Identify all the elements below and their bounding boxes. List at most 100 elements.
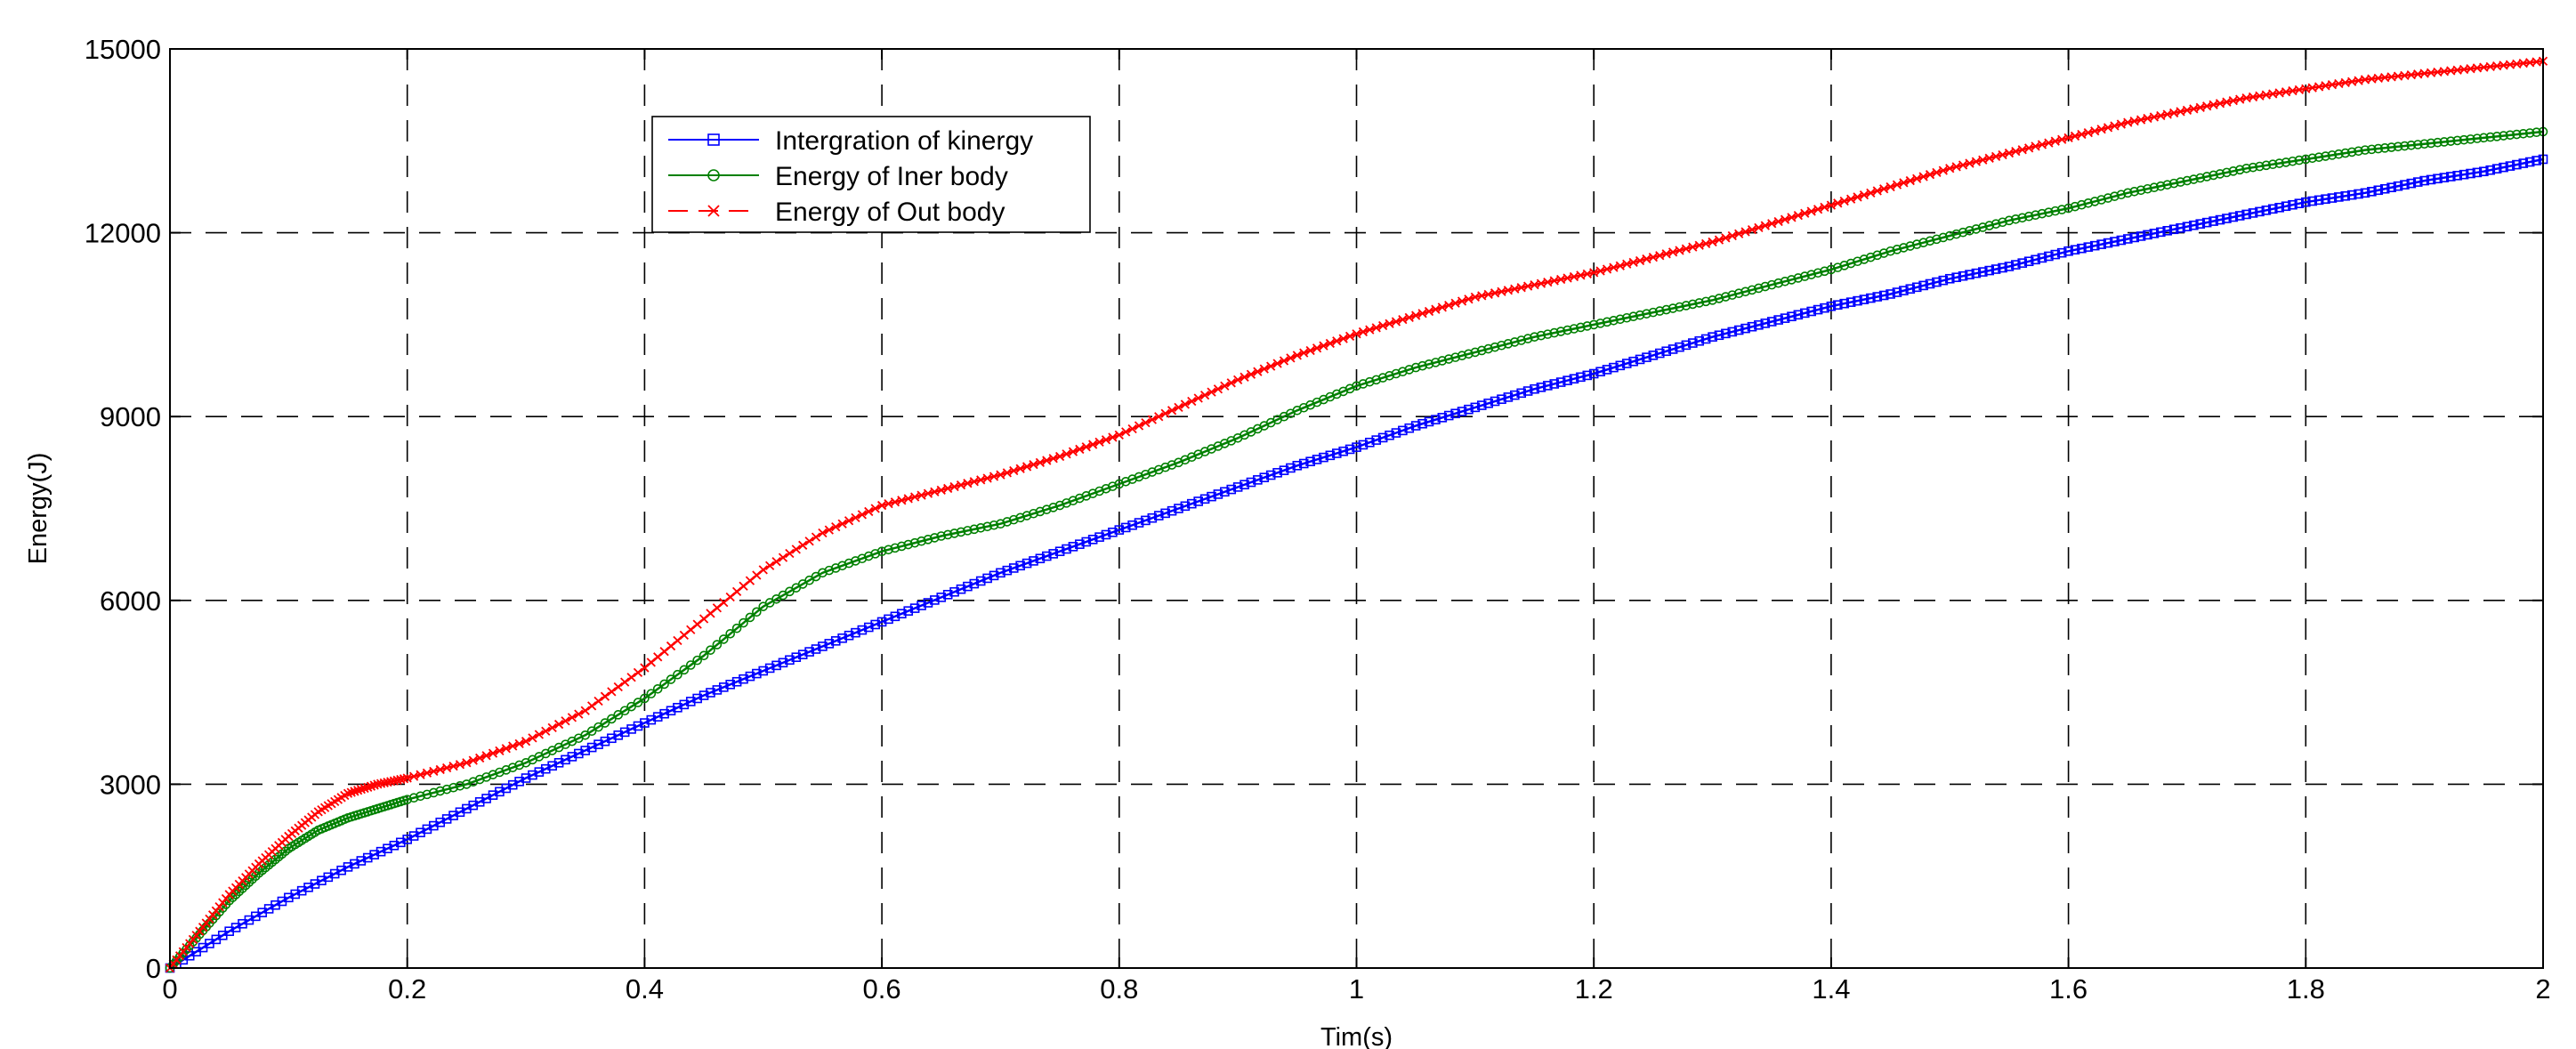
data-point — [1266, 361, 1276, 371]
data-point — [1826, 200, 1837, 210]
data-point — [2248, 208, 2258, 218]
data-point — [1154, 412, 1164, 422]
data-point — [1298, 458, 1309, 469]
axis-ticks — [169, 48, 2544, 969]
data-point — [2195, 173, 2206, 183]
data-point — [1859, 254, 1869, 264]
data-point — [2024, 143, 2034, 153]
data-point — [2044, 251, 2054, 262]
data-point — [758, 565, 768, 575]
data-point — [1147, 415, 1157, 424]
data-point — [2367, 144, 2377, 155]
data-point — [547, 722, 557, 733]
data-point — [2129, 232, 2139, 243]
data-point — [1008, 563, 1019, 573]
data-point — [975, 576, 986, 586]
data-point — [1675, 342, 1684, 352]
data-point — [739, 674, 748, 684]
data-point — [1826, 264, 1837, 275]
data-point — [1220, 487, 1230, 497]
data-point — [1424, 359, 1434, 369]
data-point — [2532, 127, 2541, 138]
data-point — [1925, 170, 1935, 180]
data-point — [553, 757, 564, 768]
data-point — [2466, 134, 2475, 144]
data-point — [1457, 407, 1467, 416]
data-point — [646, 658, 656, 667]
data-point — [1661, 346, 1671, 357]
data-point — [1747, 321, 1757, 332]
data-point — [1437, 303, 1447, 312]
data-point — [739, 581, 748, 591]
data-point — [1971, 157, 1982, 166]
data-point — [1793, 310, 1804, 320]
data-point — [1062, 449, 1071, 459]
data-point — [1516, 335, 1527, 345]
data-point — [943, 483, 953, 494]
y-tick-label: 6000 — [100, 585, 161, 617]
data-point — [1358, 379, 1369, 389]
data-point — [2176, 222, 2185, 233]
data-point — [2321, 194, 2330, 205]
data-point — [1391, 368, 1401, 379]
data-point — [1075, 444, 1085, 455]
data-point — [1602, 365, 1612, 375]
data-point — [574, 748, 584, 759]
data-point — [969, 524, 980, 535]
data-point — [561, 754, 570, 765]
data-point — [1845, 297, 1856, 307]
data-point — [1054, 451, 1065, 462]
data-point — [528, 770, 537, 780]
data-point — [1253, 475, 1263, 485]
data-point — [1978, 155, 1988, 165]
data-point — [1595, 367, 1605, 376]
data-point — [2346, 190, 2357, 200]
data-point — [408, 793, 419, 803]
data-point — [1918, 172, 1928, 182]
data-point — [2288, 156, 2297, 166]
data-point — [1958, 227, 1968, 238]
data-point — [1029, 556, 1038, 566]
data-point — [1365, 325, 1375, 335]
data-point — [1734, 229, 1744, 238]
data-point — [1549, 379, 1560, 389]
data-point — [1899, 286, 1909, 295]
data-point — [2234, 165, 2245, 175]
data-point — [659, 647, 669, 657]
data-point — [586, 701, 597, 711]
data-point — [475, 753, 485, 763]
data-point — [1555, 327, 1566, 336]
data-point — [1740, 323, 1750, 334]
data-point — [343, 862, 353, 872]
data-point — [1872, 292, 1883, 302]
data-point — [1075, 539, 1085, 549]
data-point — [429, 766, 439, 776]
data-point — [1998, 262, 2007, 273]
data-point — [362, 852, 373, 863]
data-point — [2294, 155, 2305, 165]
data-point — [685, 660, 696, 670]
data-point — [2215, 214, 2225, 225]
data-point — [1094, 437, 1104, 448]
data-point — [1971, 268, 1982, 278]
data-point — [1240, 372, 1249, 382]
data-point — [613, 710, 624, 720]
data-point — [2017, 213, 2028, 223]
y-tick-label: 0 — [146, 953, 161, 984]
data-point — [2122, 234, 2133, 244]
data-point — [1443, 410, 1454, 421]
data-point — [1114, 525, 1125, 535]
data-point — [1892, 245, 1902, 254]
legend: Intergration of kinergy Energy of Iner bo… — [651, 116, 1091, 233]
data-point — [600, 691, 610, 701]
data-point — [2195, 219, 2206, 229]
data-point — [2122, 188, 2133, 198]
y-tick-label: 12000 — [85, 218, 161, 249]
data-point — [837, 519, 847, 529]
data-point — [2340, 190, 2351, 201]
data-point — [1932, 234, 1942, 245]
data-point — [718, 682, 729, 692]
data-point — [909, 537, 920, 548]
data-point — [2459, 169, 2469, 180]
data-point — [1700, 334, 1711, 344]
